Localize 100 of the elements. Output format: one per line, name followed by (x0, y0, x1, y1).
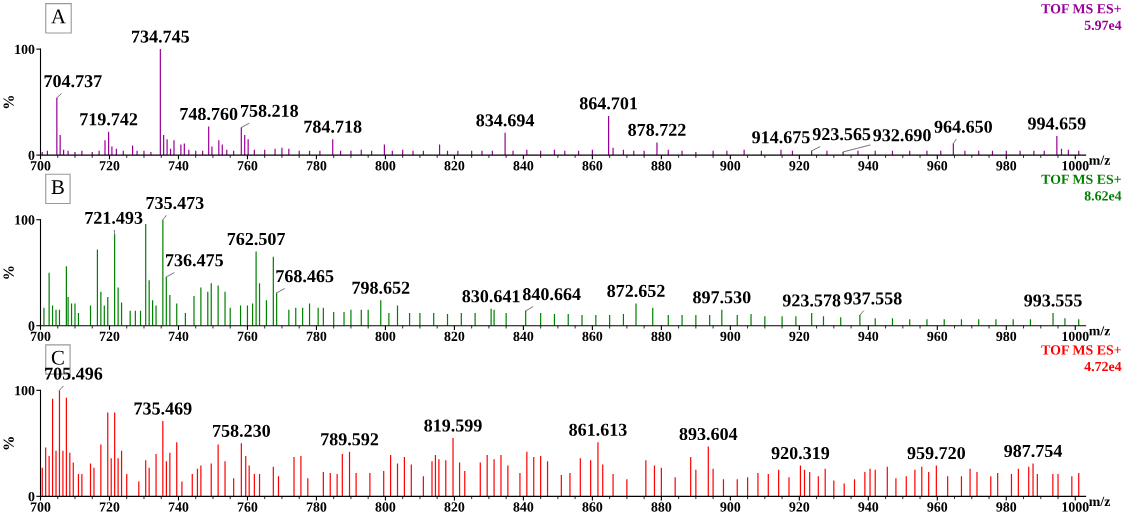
x-tick-label: 840 (513, 502, 534, 512)
x-tick-label: 1000 (1062, 502, 1089, 512)
x-tick-label: 860 (582, 161, 603, 171)
x-tick-label: 900 (720, 331, 741, 342)
x-tick-label: 960 (927, 331, 948, 342)
x-tick-label: 980 (996, 331, 1017, 342)
x-tick-label: 820 (444, 502, 465, 512)
annotation: 768.465 (276, 270, 334, 283)
x-tick-label: 740 (168, 502, 189, 512)
x-tick-label: 840 (513, 161, 534, 171)
x-tick-label: 860 (582, 331, 603, 342)
y-axis-title: % (3, 437, 14, 450)
x-tick-label: 1000 (1062, 161, 1089, 171)
y-axis-title: % (3, 266, 14, 279)
text: 4.72e4 (1084, 361, 1122, 372)
x-tick-label: 740 (168, 161, 189, 171)
text: TOF MS ES+ (1041, 345, 1121, 355)
x-tick-label: 1000 (1062, 331, 1089, 342)
annotation: 758.230 (213, 424, 270, 437)
annotation: 721.493 (85, 211, 143, 225)
text: B (51, 180, 64, 194)
annotation: 705.496 (45, 367, 103, 380)
x-tick-label: 760 (237, 161, 258, 171)
annotation: 878.722 (628, 123, 686, 137)
y-tick-label: 0 (28, 321, 35, 331)
x-tick-label: 920 (789, 331, 810, 342)
annotation: 830.641 (462, 290, 520, 303)
annotation: 798.652 (352, 281, 410, 294)
y-tick-label: 0 (28, 491, 35, 502)
annotation: 932.690 (873, 129, 931, 142)
annotation: 920.319 (771, 446, 830, 460)
x-tick-label: 940 (858, 161, 879, 171)
x-tick-label: 780 (306, 161, 327, 171)
annotation: 861.613 (569, 423, 627, 436)
x-tick-label: 940 (858, 331, 879, 342)
y-tick-label: 100 (15, 215, 35, 225)
x-tick-label: 720 (99, 502, 120, 512)
annotation: 897.530 (693, 291, 751, 304)
annotation: 704.737 (44, 75, 102, 88)
annotation: 784.718 (304, 120, 362, 133)
annotation: 914.675 (752, 131, 810, 144)
x-tick-label: 920 (789, 161, 810, 171)
x-axis-title: m/z (1089, 155, 1111, 165)
annotation: 735.473 (146, 196, 204, 210)
annotation: 987.754 (1004, 444, 1063, 458)
y-tick-label: 100 (15, 44, 35, 55)
x-tick-label: 820 (444, 331, 465, 342)
x-tick-label: 700 (30, 331, 51, 342)
annotation: 736.475 (166, 254, 223, 267)
x-tick-label: 980 (996, 161, 1017, 171)
annotation: 719.742 (80, 113, 138, 126)
text: TOF MS ES+ (1041, 4, 1121, 14)
x-tick-label: 960 (927, 161, 948, 171)
x-tick-label: 760 (237, 331, 258, 342)
annotation: 758.218 (241, 104, 299, 118)
x-tick-label: 900 (720, 161, 741, 171)
y-axis-title: % (3, 95, 14, 109)
x-tick-label: 880 (651, 331, 672, 342)
x-tick-label: 960 (927, 502, 948, 512)
annotation: 735.469 (134, 402, 192, 415)
annotation: 994.659 (1028, 117, 1086, 130)
annotation: 748.760 (180, 107, 238, 121)
annotation: 819.599 (424, 419, 482, 432)
annotation: 834.694 (476, 114, 535, 127)
text: A (51, 9, 66, 24)
x-tick-label: 820 (444, 161, 465, 171)
x-tick-label: 780 (306, 502, 327, 512)
x-tick-label: 880 (651, 502, 672, 512)
x-tick-label: 940 (858, 502, 879, 512)
y-tick-label: 0 (28, 150, 35, 161)
x-tick-label: 720 (99, 331, 120, 342)
annotation: 872.652 (607, 284, 665, 298)
x-tick-label: 740 (168, 331, 189, 342)
y-tick-label: 100 (15, 385, 35, 396)
annotation: 734.745 (132, 30, 190, 43)
annotation: 959.720 (907, 446, 965, 460)
text: 5.97e4 (1084, 20, 1122, 30)
annotation: 923.565 (812, 128, 871, 141)
x-tick-label: 880 (651, 161, 672, 171)
annotation: 893.604 (679, 427, 738, 441)
annotation: 937.558 (844, 292, 902, 305)
annotation: 993.555 (1024, 294, 1082, 307)
x-tick-label: 700 (30, 502, 51, 512)
text: 8.62e4 (1084, 191, 1122, 201)
annotation: 762.507 (227, 232, 285, 246)
annotation: 964.650 (934, 120, 992, 133)
annotation: 923.578 (782, 294, 841, 307)
x-tick-label: 800 (375, 502, 396, 512)
x-tick-label: 840 (513, 331, 534, 342)
x-tick-label: 780 (306, 331, 327, 342)
x-tick-label: 700 (30, 161, 51, 171)
x-tick-label: 980 (996, 502, 1017, 512)
annotation: 789.592 (321, 433, 379, 446)
x-tick-label: 900 (720, 502, 741, 512)
annotation: 864.701 (579, 97, 637, 110)
x-axis-title: m/z (1089, 326, 1111, 336)
x-tick-label: 760 (237, 502, 258, 512)
x-axis-title: m/z (1089, 496, 1111, 507)
text: C (51, 350, 64, 365)
x-tick-label: 720 (99, 161, 120, 171)
